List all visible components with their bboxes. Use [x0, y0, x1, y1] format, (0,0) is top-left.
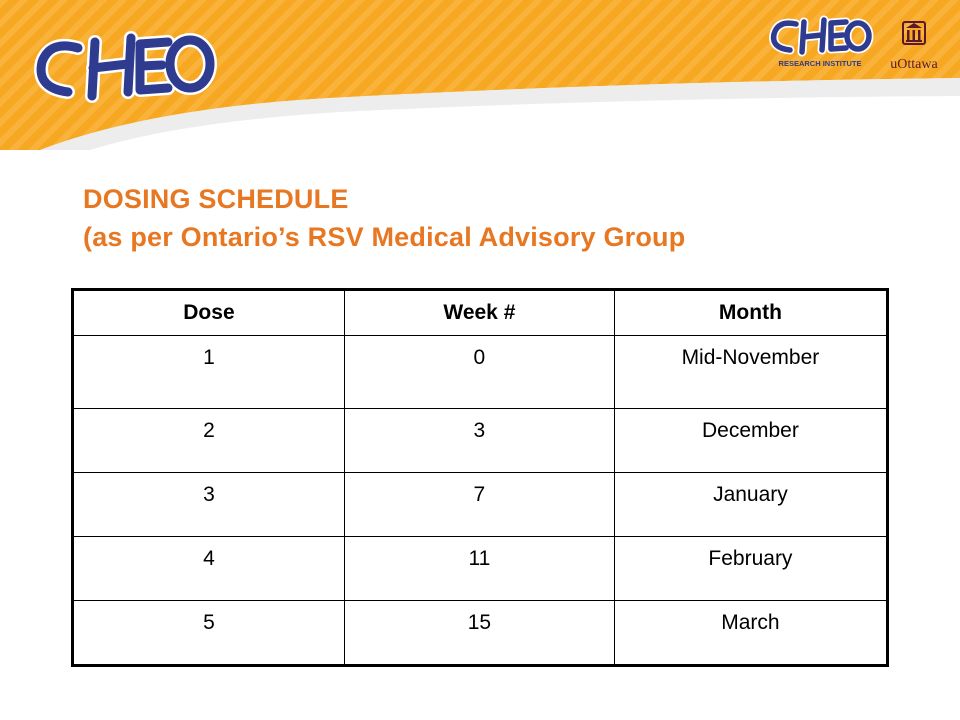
column-header-month: Month [613, 289, 889, 336]
cell-dose: 4 [72, 536, 345, 601]
table-header-row: Dose Week # Month [72, 289, 889, 336]
cell-dose: 1 [72, 335, 345, 409]
cell-dose: 2 [72, 408, 345, 473]
cell-month: December [613, 408, 889, 473]
page-title: DOSING SCHEDULE (as per Ontario’s RSV Me… [83, 180, 685, 256]
cheo-logo [34, 31, 217, 103]
uottawa-logo: uOttawa [890, 21, 938, 72]
table-row: 4 11 February [72, 536, 889, 601]
cell-week: 11 [343, 536, 615, 601]
cell-month: March [613, 600, 889, 666]
cell-week: 7 [343, 472, 615, 537]
uottawa-label: uOttawa [890, 57, 938, 72]
column-header-dose: Dose [72, 289, 345, 336]
header-banner: RESEARCH INSTITUTE uOttawa [0, 0, 960, 150]
cell-month: January [613, 472, 889, 537]
research-institute-label: RESEARCH INSTITUTE [779, 59, 862, 68]
dosing-schedule-table: Dose Week # Month 1 0 Mid-November 2 3 D… [71, 288, 889, 667]
cell-dose: 5 [72, 600, 345, 666]
cell-week: 15 [343, 600, 615, 666]
title-line-2: (as per Ontario’s RSV Medical Advisory G… [83, 222, 686, 252]
table-row: 3 7 January [72, 472, 889, 537]
table-row: 2 3 December [72, 408, 889, 473]
cheo-research-logo: RESEARCH INSTITUTE [769, 15, 874, 68]
cell-week: 3 [343, 408, 615, 473]
cell-week: 0 [343, 335, 615, 409]
cell-month: February [613, 536, 889, 601]
title-line-1: DOSING SCHEDULE [83, 184, 349, 214]
banner-shape [0, 0, 960, 150]
table-row: 5 15 March [72, 600, 889, 666]
table-row: 1 0 Mid-November [72, 335, 889, 409]
column-header-week: Week # [343, 289, 615, 336]
cell-dose: 3 [72, 472, 345, 537]
cell-month: Mid-November [613, 335, 889, 409]
